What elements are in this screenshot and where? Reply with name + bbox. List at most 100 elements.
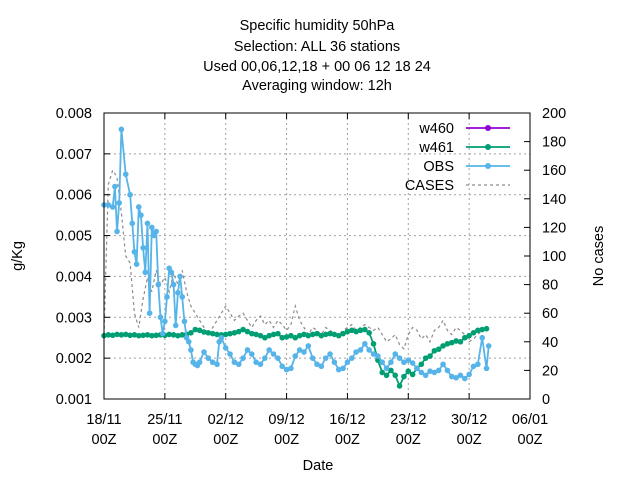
data-point-w461 (331, 331, 338, 338)
data-point-w461 (279, 334, 286, 341)
x-tick-label-time: 00Z (152, 432, 177, 448)
data-point-obs (335, 366, 342, 373)
data-point-w461 (435, 346, 442, 352)
data-point-obs (475, 361, 481, 368)
data-point-w461 (275, 330, 281, 337)
data-point-w461 (244, 328, 251, 335)
legend-marker-obs (485, 163, 491, 169)
data-point-obs (157, 314, 164, 321)
data-point-obs (127, 191, 133, 198)
y-tick-label: 0.007 (56, 147, 92, 163)
data-point-w461 (179, 332, 186, 338)
y2-tick-label: 40 (542, 335, 558, 351)
data-point-obs (422, 372, 429, 379)
y-axis-left: 0.001 0.002 0.003 0.004 0.005 0.006 0.007 0.008 (56, 106, 110, 408)
data-point-obs (218, 334, 225, 341)
data-point-obs (209, 359, 216, 366)
y2-tick-label: 20 (542, 363, 558, 379)
data-point-obs (396, 355, 403, 361)
data-point-w461 (475, 327, 481, 334)
y-tick-label: 0.005 (56, 229, 92, 245)
data-point-obs (427, 368, 433, 375)
data-point-w461 (379, 369, 386, 376)
data-point-w461 (335, 332, 342, 339)
data-point-obs (283, 366, 290, 373)
x-tick-label-time: 00Z (457, 432, 482, 448)
data-point-obs (470, 363, 477, 370)
x-tick-label-time: 00Z (213, 432, 238, 448)
x-tick-label-time: 00Z (92, 432, 117, 448)
data-point-w461 (109, 332, 116, 339)
series-obs (101, 126, 492, 382)
data-point-w461 (153, 332, 159, 339)
data-point-obs (388, 359, 394, 366)
data-point-w461 (149, 332, 155, 339)
y-axis-label: g/Kg (10, 241, 26, 271)
data-point-obs (142, 269, 149, 276)
x-tick-label-time: 00Z (274, 432, 299, 448)
data-point-w461 (440, 343, 446, 349)
data-point-obs (205, 355, 212, 361)
x-tick-label: 06/01 (512, 412, 548, 428)
data-point-w461 (305, 332, 312, 339)
data-point-obs (405, 357, 412, 363)
x-tick-label: 18/11 (86, 412, 121, 428)
data-point-w461 (231, 330, 238, 336)
x-tick-label: 02/12 (208, 412, 244, 428)
data-point-obs (296, 347, 303, 353)
y2-tick-label: 80 (542, 278, 558, 294)
data-point-w461 (362, 326, 368, 333)
data-point-w461 (201, 329, 207, 335)
data-point-obs (105, 202, 112, 208)
data-point-obs (322, 355, 329, 361)
data-point-obs (222, 345, 229, 351)
data-point-w461 (348, 327, 355, 334)
data-point-w461 (431, 347, 438, 354)
title-line-2: Selection: ALL 36 stations (234, 39, 400, 55)
data-point-obs (162, 318, 168, 325)
data-point-obs (466, 371, 472, 378)
x-tick-label-time: 00Z (396, 432, 421, 448)
data-point-obs (248, 351, 255, 357)
series-layer (101, 126, 492, 389)
data-point-w461 (175, 332, 181, 339)
data-point-w461 (357, 327, 364, 334)
data-point-w461 (314, 330, 320, 337)
data-point-w461 (318, 332, 325, 339)
data-point-w461 (418, 361, 425, 368)
data-point-w461 (453, 338, 459, 344)
series-line-cases (103, 168, 487, 351)
data-point-obs (344, 359, 351, 366)
data-point-obs (379, 359, 386, 366)
data-point-obs (392, 351, 399, 357)
data-point-w461 (392, 372, 399, 379)
x-tick-label-time: 00Z (335, 432, 360, 448)
data-point-w461 (166, 331, 173, 338)
data-point-obs (266, 347, 272, 353)
data-point-obs (257, 361, 264, 368)
data-point-w461 (466, 332, 472, 339)
data-point-w461 (383, 372, 390, 379)
title-line-3: Used 00,06,12,18 + 00 06 12 18 24 (203, 59, 431, 75)
data-point-w461 (401, 373, 407, 380)
data-point-obs (181, 318, 188, 325)
data-point-obs (201, 349, 207, 355)
data-point-obs (366, 347, 372, 353)
y-tick-label: 0.008 (56, 106, 92, 122)
data-point-w461 (322, 331, 329, 338)
data-point-w461 (283, 334, 290, 340)
data-point-obs (149, 224, 155, 231)
x-tick-label: 09/12 (268, 412, 304, 428)
y2-tick-label: 160 (542, 163, 566, 179)
y2-tick-label: 60 (542, 306, 558, 322)
x-axis: 18/11 00Z 25/11 00Z 02/12 00Z 09/12 00Z 16/12 00Z… (86, 113, 548, 448)
data-point-w461 (140, 332, 146, 339)
title-line-1: Specific humidity 50hPa (240, 18, 396, 34)
data-point-obs (431, 369, 438, 376)
data-point-w461 (196, 327, 203, 334)
data-point-obs (414, 365, 420, 372)
data-point-w461 (105, 332, 112, 338)
series-w461 (101, 325, 490, 389)
x-tick-label: 30/12 (451, 412, 487, 428)
